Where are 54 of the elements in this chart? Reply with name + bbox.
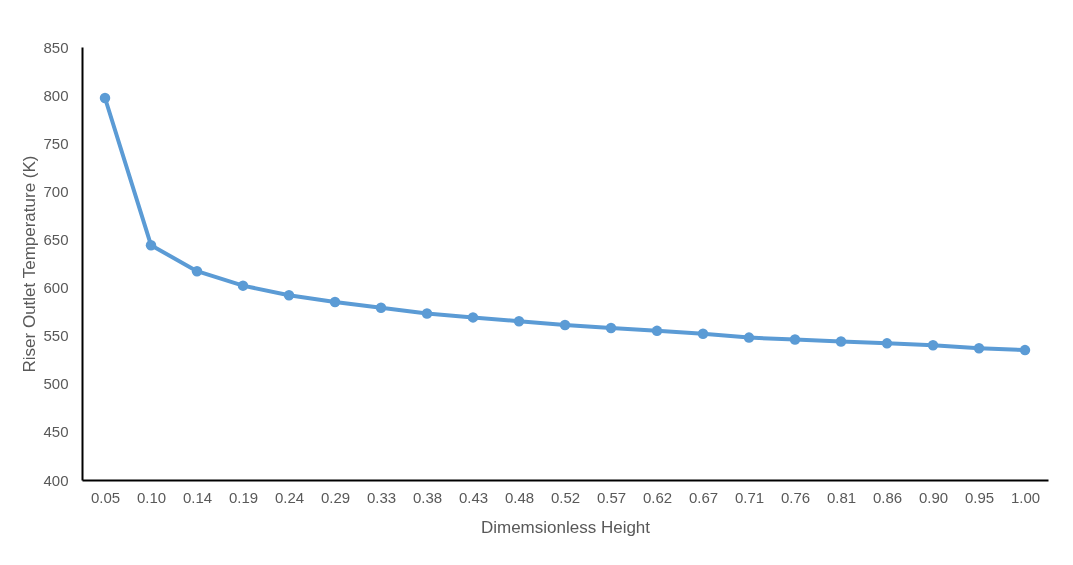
x-tick-label: 0.29 <box>320 488 351 506</box>
y-tick-label: 700 <box>43 182 69 200</box>
point <box>375 302 387 313</box>
y-tick-label: 850 <box>43 38 69 56</box>
y-tick-label: 400 <box>43 471 69 489</box>
x-tick-label: 0.05 <box>90 488 121 506</box>
point <box>835 336 847 347</box>
x-tick-label: 0.57 <box>596 488 627 506</box>
point <box>467 312 479 323</box>
x-axis-title: Dimemsionless Height <box>480 517 651 537</box>
x-tick-label: 0.86 <box>872 488 903 506</box>
x-tick-label: 0.81 <box>826 488 857 506</box>
y-tick-label: 450 <box>43 423 69 441</box>
x-tick-label: 0.24 <box>274 488 305 506</box>
point <box>191 265 203 277</box>
point <box>789 334 801 345</box>
point <box>927 340 939 351</box>
x-tick-label: 0.48 <box>504 488 535 506</box>
point <box>237 280 249 291</box>
point <box>743 332 755 343</box>
point <box>605 322 617 334</box>
x-tick-label: 0.38 <box>412 488 443 506</box>
point <box>421 308 433 319</box>
point <box>145 239 157 251</box>
x-tick-label: 0.71 <box>734 488 765 506</box>
y-tick-label: 550 <box>43 327 69 345</box>
x-tick-label: 0.76 <box>780 488 811 506</box>
y-tick-label: 650 <box>43 230 69 248</box>
point <box>329 296 341 308</box>
x-tick-label: 0.33 <box>366 488 397 506</box>
y-axis-title: Riser Outlet Temperature (K) <box>20 155 40 373</box>
point <box>99 92 111 104</box>
x-tick-label: 0.10 <box>136 488 167 506</box>
point <box>513 316 525 327</box>
x-tick-label: 0.14 <box>182 488 213 506</box>
point <box>559 319 571 331</box>
y-tick-label: 500 <box>43 375 69 393</box>
point <box>651 325 663 337</box>
x-tick-label: 0.62 <box>642 488 673 506</box>
x-tick-label: 0.19 <box>228 488 259 506</box>
point <box>1019 344 1031 356</box>
x-tick-label: 0.67 <box>688 488 719 506</box>
point <box>697 328 709 339</box>
point <box>283 290 295 301</box>
point <box>881 338 893 349</box>
x-tick-label: 0.90 <box>918 488 949 506</box>
y-tick-label: 750 <box>43 134 69 152</box>
point <box>973 342 985 354</box>
y-tick-label: 800 <box>43 86 69 104</box>
x-tick-label: 0.52 <box>550 488 581 506</box>
x-tick-label: 0.43 <box>458 488 489 506</box>
y-tick-label: 600 <box>43 279 69 297</box>
x-tick-label: 0.95 <box>964 488 995 506</box>
x-tick-label: 1.00 <box>1010 488 1041 506</box>
